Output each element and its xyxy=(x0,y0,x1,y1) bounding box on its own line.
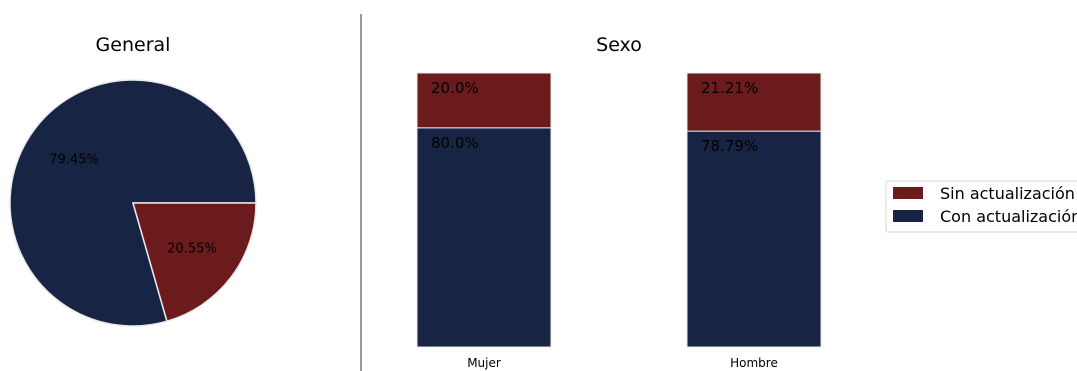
legend: Sin actualización Con actualización xyxy=(885,180,1077,233)
bar-label-sin: 20.0% xyxy=(431,79,479,97)
stacked-bars xyxy=(416,72,822,348)
legend-label: Sin actualización xyxy=(940,184,1075,203)
bar-label-con: 80.0% xyxy=(431,134,479,152)
bar-label-con: 78.79% xyxy=(701,137,758,155)
legend-label: Con actualización xyxy=(940,207,1077,226)
legend-swatch xyxy=(893,210,923,222)
pie-slice-sin-actualizacion xyxy=(132,202,257,323)
bar-tick-labels: Mujer Hombre xyxy=(467,356,778,370)
bar-sin-actualizacion xyxy=(686,72,822,132)
bar-sin-actualizacion xyxy=(416,72,552,129)
pie-title: General xyxy=(96,34,171,56)
pie-slice-label: 20.55% xyxy=(167,241,217,256)
bar-title: Sexo xyxy=(596,34,642,56)
legend-frame xyxy=(885,180,1077,233)
bar-chart-sexo: Sexo 20.0% 80.0% 21.21% 78.79% Mujer Hombre xyxy=(416,34,822,370)
pie-labels: 79.45% 20.55% xyxy=(49,153,216,257)
pie-slice-label: 79.45% xyxy=(49,153,99,168)
x-tick-label: Hombre xyxy=(730,356,778,370)
pie-slices xyxy=(9,79,257,327)
x-tick-label: Mujer xyxy=(467,356,501,370)
bar-con-actualizacion xyxy=(686,130,822,348)
legend-items: Sin actualización Con actualización xyxy=(893,184,1077,226)
bar-data-labels: 20.0% 80.0% 21.21% 78.79% xyxy=(431,79,758,155)
bar-label-sin: 21.21% xyxy=(701,79,758,97)
legend-swatch xyxy=(893,187,923,199)
pie-chart-general: General 79.45% 20.55% xyxy=(9,34,257,327)
bar-con-actualizacion xyxy=(416,127,552,348)
